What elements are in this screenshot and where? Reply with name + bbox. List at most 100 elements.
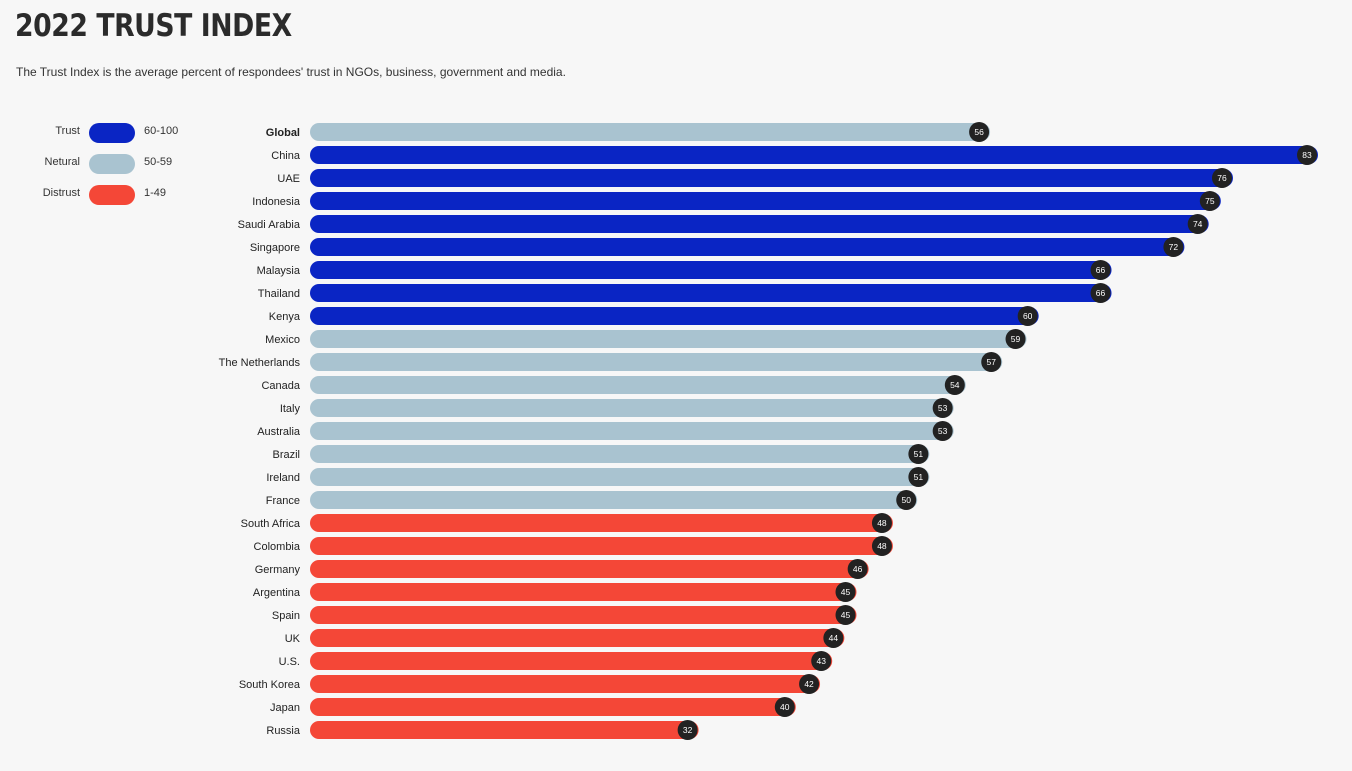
legend-label: Trust: [55, 125, 80, 137]
value-label-australia: 53: [938, 426, 948, 436]
bar-spain: [310, 606, 857, 624]
category-label-uae: UAE: [277, 173, 300, 185]
value-badge-u-s-: [811, 651, 832, 671]
category-label-argentina: Argentina: [253, 587, 301, 599]
legend-item-neutral: Netural 50-59: [20, 152, 220, 183]
category-label-germany: Germany: [255, 564, 301, 576]
value-badge-malaysia: [1090, 260, 1111, 280]
bar-kenya: [310, 307, 1039, 325]
category-label-uk: UK: [285, 633, 301, 645]
category-label-russia: Russia: [266, 725, 301, 737]
category-label-china: China: [271, 150, 301, 162]
value-badge-indonesia: [1199, 191, 1220, 211]
category-label-thailand: Thailand: [258, 288, 300, 300]
bar-global: [310, 123, 991, 141]
bar-colombia: [310, 537, 893, 555]
bar-china: [310, 146, 1318, 164]
bar-germany: [310, 560, 869, 578]
value-label-thailand: 66: [1096, 288, 1106, 298]
category-label-italy: Italy: [280, 403, 301, 415]
value-label-ireland: 51: [914, 472, 924, 482]
legend-range: 60-100: [144, 125, 179, 137]
value-badge-japan: [774, 697, 795, 717]
category-label-spain: Spain: [272, 610, 300, 622]
category-label-u-s-: U.S.: [279, 656, 300, 668]
value-badge-thailand: [1090, 283, 1111, 303]
bar-ireland: [310, 468, 930, 486]
value-badge-colombia: [871, 536, 892, 556]
category-label-singapore: Singapore: [250, 242, 300, 254]
value-badge-brazil: [908, 444, 929, 464]
value-badge-global: [969, 122, 990, 142]
bar-south-korea: [310, 675, 821, 693]
bar-canada: [310, 376, 966, 394]
value-label-global: 56: [974, 127, 984, 137]
category-label-south-korea: South Korea: [239, 679, 301, 691]
category-label-brazil: Brazil: [272, 449, 300, 461]
category-label-france: France: [266, 495, 300, 507]
category-label-south-africa: South Africa: [241, 518, 301, 530]
value-label-singapore: 72: [1169, 242, 1179, 252]
category-label-japan: Japan: [270, 702, 300, 714]
category-label-kenya: Kenya: [269, 311, 301, 323]
value-label-malaysia: 66: [1096, 265, 1106, 275]
value-label-argentina: 45: [841, 587, 851, 597]
legend-swatch-distrust: [89, 185, 135, 205]
value-label-germany: 46: [853, 564, 863, 574]
value-badge-italy: [932, 398, 953, 418]
page-title: 2022 TRUST INDEX: [15, 8, 292, 44]
bar-russia: [310, 721, 699, 739]
category-label-malaysia: Malaysia: [257, 265, 301, 277]
bar-mexico: [310, 330, 1027, 348]
value-label-japan: 40: [780, 702, 790, 712]
legend-label: Distrust: [42, 187, 80, 199]
value-badge-france: [896, 490, 917, 510]
category-label-mexico: Mexico: [265, 334, 300, 346]
value-badge-south-korea: [799, 674, 820, 694]
bar-thailand: [310, 284, 1112, 302]
value-badge-australia: [932, 421, 953, 441]
category-label-global: Global: [266, 127, 300, 139]
bar-france: [310, 491, 918, 509]
category-label-ireland: Ireland: [266, 472, 300, 484]
value-label-france: 50: [901, 495, 911, 505]
value-label-uk: 44: [829, 633, 839, 643]
bar-italy: [310, 399, 954, 417]
legend-range: 1-49: [144, 187, 167, 199]
value-badge-the-netherlands: [981, 352, 1002, 372]
bar-singapore: [310, 238, 1185, 256]
legend-item-trust: Trust 60-100: [20, 121, 220, 152]
bar-australia: [310, 422, 954, 440]
bar-argentina: [310, 583, 857, 601]
value-label-kenya: 60: [1023, 311, 1033, 321]
legend: Trust 60-100 Netural 50-59 Distrust 1-49: [20, 121, 220, 214]
bar-brazil: [310, 445, 930, 463]
bar-south-africa: [310, 514, 893, 532]
category-label-saudi-arabia: Saudi Arabia: [238, 219, 301, 231]
category-label-the-netherlands: The Netherlands: [219, 357, 301, 369]
bar-uae: [310, 169, 1233, 187]
value-label-the-netherlands: 57: [987, 357, 997, 367]
value-label-south-korea: 42: [804, 679, 814, 689]
value-badge-mexico: [1005, 329, 1026, 349]
category-label-indonesia: Indonesia: [252, 196, 301, 208]
value-badge-china: [1297, 145, 1317, 165]
value-badge-canada: [944, 375, 965, 395]
value-label-mexico: 59: [1011, 334, 1021, 344]
value-label-spain: 45: [841, 610, 851, 620]
value-label-china: 83: [1302, 150, 1312, 160]
value-label-uae: 76: [1217, 173, 1227, 183]
value-label-canada: 54: [950, 380, 960, 390]
value-label-russia: 32: [683, 725, 693, 735]
category-label-canada: Canada: [261, 380, 300, 392]
value-label-south-africa: 48: [877, 518, 887, 528]
legend-swatch-neutral: [89, 154, 135, 174]
value-label-colombia: 48: [877, 541, 887, 551]
bar-u-s-: [310, 652, 833, 670]
bar-uk: [310, 629, 845, 647]
bar-malaysia: [310, 261, 1112, 279]
value-label-brazil: 51: [914, 449, 924, 459]
value-label-saudi-arabia: 74: [1193, 219, 1203, 229]
category-label-australia: Australia: [257, 426, 301, 438]
